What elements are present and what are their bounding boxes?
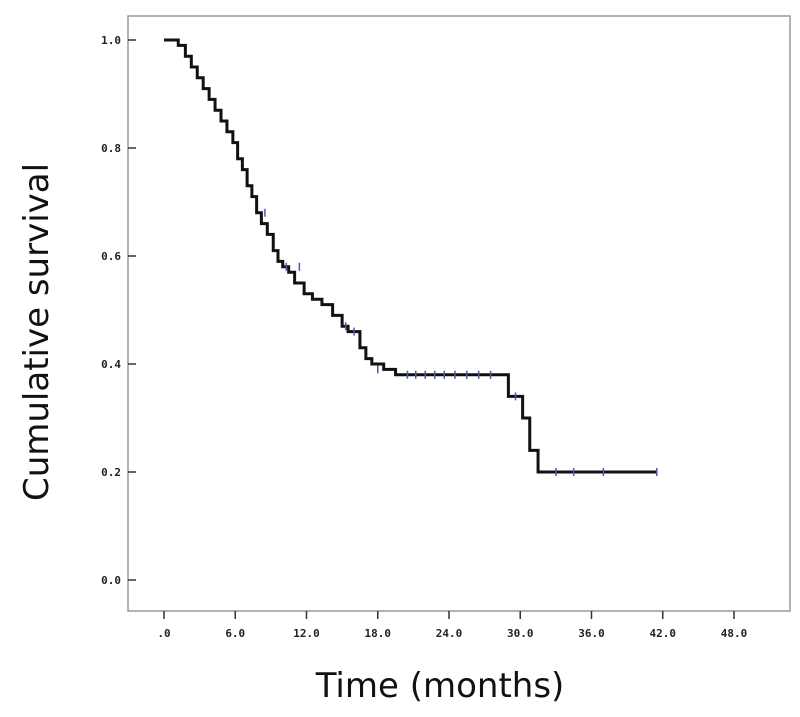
x-tick-label: 24.0 xyxy=(436,627,463,640)
y-tick-label: 0.4 xyxy=(101,358,121,371)
x-tick-label: 48.0 xyxy=(721,627,748,640)
y-axis-title: Cumulative survival xyxy=(17,163,57,501)
x-axis-title: Time (months) xyxy=(315,666,565,706)
y-tick-label: 0.8 xyxy=(101,142,121,155)
x-tick-label: 6.0 xyxy=(225,627,245,640)
plot-frame xyxy=(127,15,791,612)
x-tick-label: 36.0 xyxy=(578,627,605,640)
y-tick-label: 1.0 xyxy=(101,34,121,47)
y-tick-label: 0.6 xyxy=(101,250,121,263)
y-tick-label: 0.2 xyxy=(101,466,121,479)
x-tick-label: 30.0 xyxy=(507,627,534,640)
series-layer xyxy=(164,38,657,474)
x-axis: .0 6.0 12.0 18.0 24.0 30.0 36.0 42.0 48.0 xyxy=(157,611,747,640)
x-tick-label: 12.0 xyxy=(293,627,320,640)
censor-marks xyxy=(264,208,658,476)
x-tick-label: .0 xyxy=(157,627,170,640)
x-tick-label: 18.0 xyxy=(365,627,392,640)
x-tick-label: 42.0 xyxy=(650,627,677,640)
y-axis: 0.0 0.2 0.4 0.6 0.8 1.0 xyxy=(101,34,136,587)
survival-curve xyxy=(164,38,657,474)
y-tick-label: 0.0 xyxy=(101,574,121,587)
